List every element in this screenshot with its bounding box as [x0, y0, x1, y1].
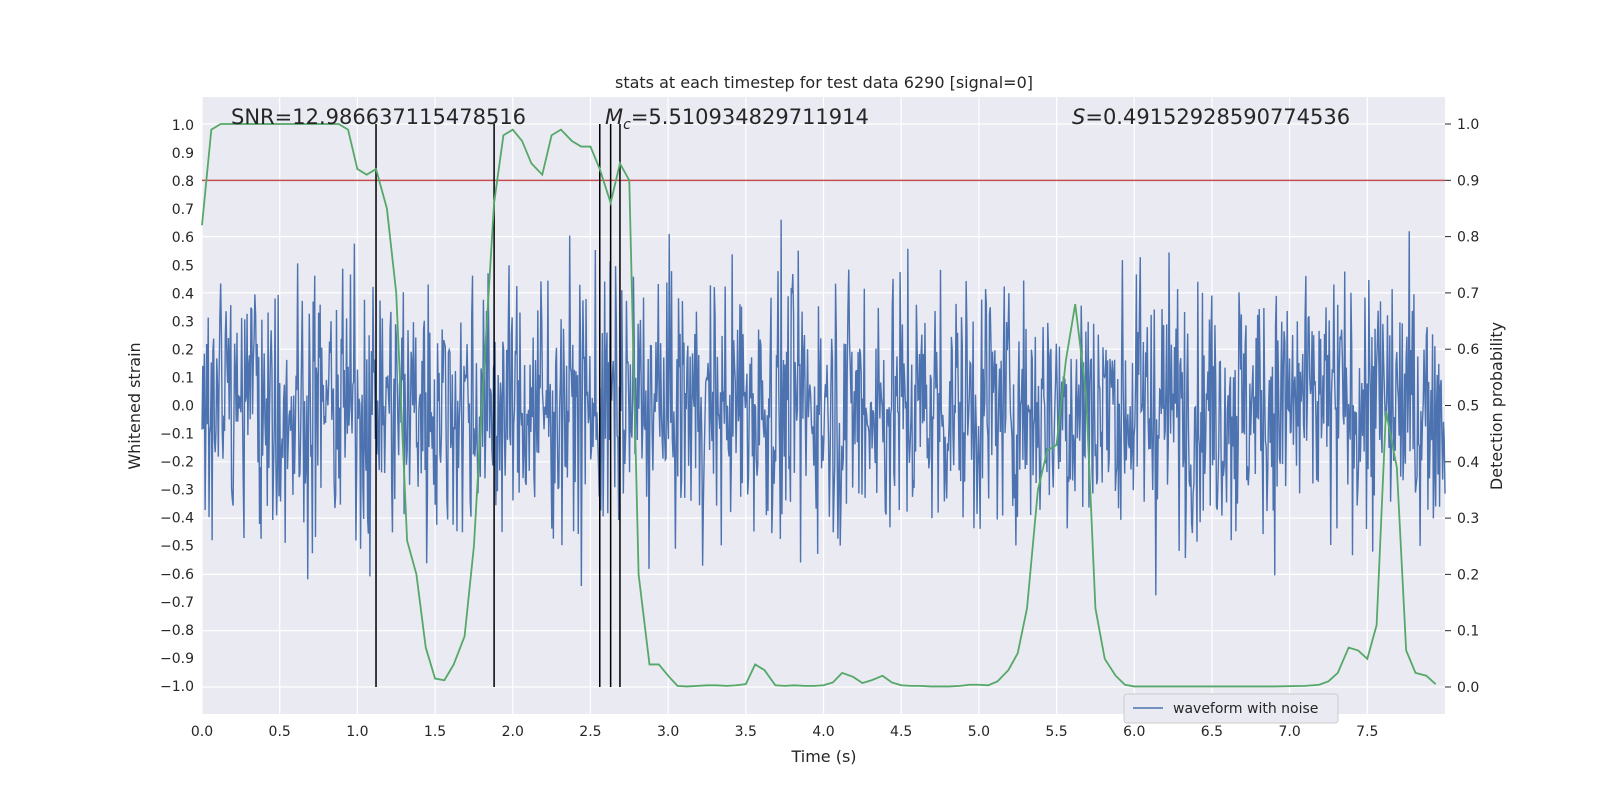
- chirp-mass-annotation: Mc=5.510934829711914: [605, 105, 869, 133]
- x-tick-label: 2.0: [502, 724, 524, 740]
- y-tick-label: −0.5: [160, 539, 194, 555]
- y2-tick-label: 0.3: [1457, 511, 1479, 527]
- y-tick-label: −0.7: [160, 595, 194, 611]
- y2-tick-label: 1.0: [1457, 117, 1479, 133]
- x-tick-label: 1.5: [424, 724, 446, 740]
- legend-box: [1123, 693, 1339, 724]
- y-tick-label: 0.7: [172, 202, 194, 218]
- x-tick-label: 6.5: [1201, 724, 1223, 740]
- y-tick-label: 0.6: [172, 230, 194, 246]
- x-tick-label: 5.5: [1045, 724, 1067, 740]
- x-axis-label: Time (s): [790, 747, 856, 766]
- y-tick-label: 0.5: [172, 258, 194, 274]
- waveform-line: [201, 219, 1446, 596]
- x-tick-label: 3.0: [657, 724, 679, 740]
- y-tick-label: −0.3: [160, 483, 194, 499]
- vertical-markers: [375, 124, 621, 687]
- y-tick-label: 0.8: [172, 174, 194, 190]
- y-tick-label: −0.6: [160, 567, 194, 583]
- x-tick-label: 6.0: [1123, 724, 1145, 740]
- y-tick-label: −1.0: [160, 679, 194, 695]
- x-tick-label: 3.5: [735, 724, 757, 740]
- y-tick-label: 0.3: [172, 314, 194, 330]
- y2-tick-label: 0.7: [1457, 286, 1479, 302]
- x-tick-label: 4.0: [812, 724, 834, 740]
- y-tick-label: 0.2: [172, 342, 194, 358]
- y2-tick-label: 0.2: [1457, 567, 1479, 583]
- y2-tick-label: 0.0: [1457, 680, 1479, 696]
- x-tick-label: 0.0: [191, 724, 213, 740]
- y-tick-label: 0.4: [172, 286, 194, 302]
- x-tick-label: 7.0: [1278, 724, 1300, 740]
- y-tick-label: −0.1: [160, 427, 194, 443]
- y2-tick-label: 0.5: [1457, 399, 1479, 415]
- y-axis-label: Whitened strain: [125, 342, 144, 469]
- chirp-mass-subscript: c: [623, 117, 631, 133]
- y-tick-labels: 1.0 0.9 0.8 0.7 0.6 0.5 0.4 0.3 0.2 0.1 0.0 −0.1 −0.…: [160, 118, 194, 695]
- x-tick-label: 7.5: [1356, 724, 1378, 740]
- y-tick-label: −0.4: [160, 511, 194, 527]
- x-tick-label: 5.0: [968, 724, 990, 740]
- score-value: =0.49152928590774536: [1085, 105, 1350, 129]
- y-tick-label: −0.9: [160, 651, 194, 667]
- x-tick-label: 1.0: [346, 724, 368, 740]
- x-tick-labels: 0.0 0.5 1.0 1.5 2.0 2.5 3.0 3.5 4.0 4.5 5.0 5.5 6.0 6…: [191, 724, 1379, 740]
- x-tick-label: 4.5: [890, 724, 912, 740]
- detection-probability-series: [201, 123, 1437, 688]
- y-tick-label: −0.8: [160, 623, 194, 639]
- legend: waveform with noise: [1123, 693, 1339, 724]
- waveform-series: [201, 219, 1446, 596]
- y-tick-label: −0.2: [160, 455, 194, 471]
- y2-tick-labels: 1.0 0.9 0.8 0.7 0.6 0.5 0.4 0.3 0.2 0.1 0.0: [1445, 117, 1479, 696]
- y2-tick-label: 0.1: [1457, 624, 1479, 640]
- score-annotation: S=0.49152928590774536: [1072, 105, 1350, 129]
- legend-label: waveform with noise: [1173, 701, 1318, 717]
- chart-title: stats at each timestep for test data 629…: [615, 73, 1033, 92]
- y2-tick-label: 0.6: [1457, 342, 1479, 358]
- chirp-mass-value: =5.510934829711914: [631, 105, 869, 129]
- score-symbol: S: [1072, 105, 1085, 129]
- y2-tick-label: 0.4: [1457, 455, 1479, 471]
- detection-probability-line: [201, 123, 1437, 688]
- x-tick-label: 0.5: [269, 724, 291, 740]
- x-tick-label: 2.5: [579, 724, 601, 740]
- y-tick-label: 0.0: [172, 399, 194, 415]
- chirp-mass-symbol: M: [605, 105, 623, 129]
- y2-tick-label: 0.9: [1457, 173, 1479, 189]
- y2-axis-label: Detection probability: [1487, 322, 1506, 490]
- y2-tick-label: 0.8: [1457, 230, 1479, 246]
- y-tick-label: 0.9: [172, 146, 194, 162]
- y-tick-label: 0.1: [172, 370, 194, 386]
- snr-annotation: SNR=12.986637115478516: [231, 105, 526, 129]
- y-tick-label: 1.0: [172, 118, 194, 134]
